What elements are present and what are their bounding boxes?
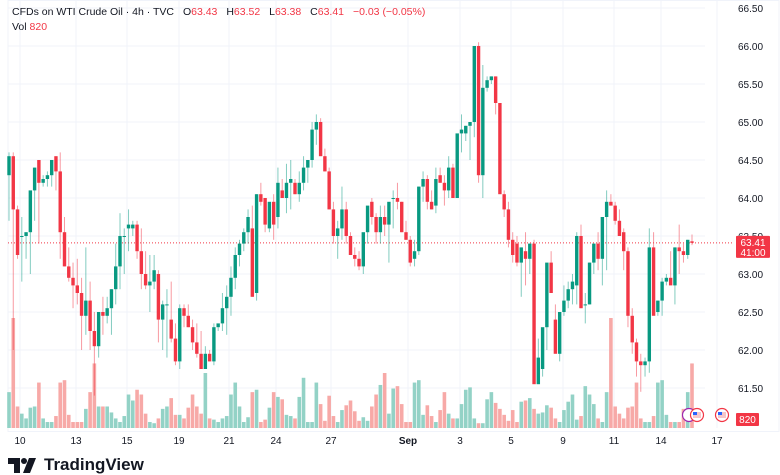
volume-badge: 820 (736, 413, 759, 426)
volume-row: Vol 820 (12, 20, 425, 35)
price-tick-label: 62.00 (738, 346, 763, 357)
tradingview-logo[interactable]: TradingView (8, 455, 144, 475)
economic-event-flag-icon[interactable] (689, 407, 705, 423)
time-tick-label: 11 (609, 436, 620, 447)
ohlc-row: CFDs on WTI Crude Oil · 4h · TVC O63.43 … (12, 5, 425, 20)
chart-legend: CFDs on WTI Crude Oil · 4h · TVC O63.43 … (12, 5, 425, 35)
open-label: O (182, 6, 192, 18)
time-tick-label: 9 (560, 436, 566, 447)
symbol-title[interactable]: CFDs on WTI Crude Oil · 4h · TVC (12, 6, 175, 18)
economic-event-flag-icon[interactable] (714, 407, 730, 423)
svg-text:41:00: 41:00 (740, 248, 765, 259)
time-tick-label: 14 (655, 436, 667, 447)
time-tick-label: Sep (399, 436, 417, 447)
time-tick-label: 10 (14, 436, 26, 447)
price-tick-label: 62.50 (738, 308, 763, 319)
open-value: 63.43 (191, 6, 218, 18)
time-tick-label: 19 (173, 436, 185, 447)
tradingview-logo-icon (8, 457, 36, 473)
time-tick-label: 13 (70, 436, 82, 447)
price-tick-label: 66.50 (738, 4, 763, 15)
time-tick-label: 15 (121, 436, 133, 447)
candles (7, 42, 694, 396)
volume-label[interactable]: Vol (12, 21, 27, 33)
low-label: L (269, 6, 275, 18)
close-label: C (310, 6, 318, 18)
price-tick-label: 64.00 (738, 194, 763, 205)
time-tick-label: 27 (325, 436, 337, 447)
time-tick-label: 3 (457, 436, 463, 447)
volume-value: 820 (29, 21, 48, 33)
close-value: 63.41 (317, 6, 345, 18)
high-label: H (226, 6, 234, 18)
price-tick-label: 66.00 (738, 42, 763, 53)
price-tick-label: 65.50 (738, 80, 763, 91)
high-value: 63.52 (233, 6, 261, 18)
svg-text:63.41: 63.41 (740, 238, 765, 249)
price-tick-label: 63.00 (738, 270, 763, 281)
time-tick-label: 17 (711, 436, 723, 447)
time-tick-label: 21 (223, 436, 235, 447)
price-tick-label: 64.50 (738, 156, 763, 167)
time-tick-label: 5 (508, 436, 514, 447)
low-value: 63.38 (274, 6, 302, 18)
volume-bars (7, 318, 694, 428)
time-tick-label: 24 (270, 436, 282, 447)
price-tick-label: 61.50 (738, 384, 763, 395)
price-tick-label: 65.00 (738, 118, 763, 129)
svg-text:820: 820 (739, 415, 756, 426)
change-value: −0.03 (−0.05%) (352, 6, 426, 18)
brand-name: TradingView (44, 455, 144, 474)
